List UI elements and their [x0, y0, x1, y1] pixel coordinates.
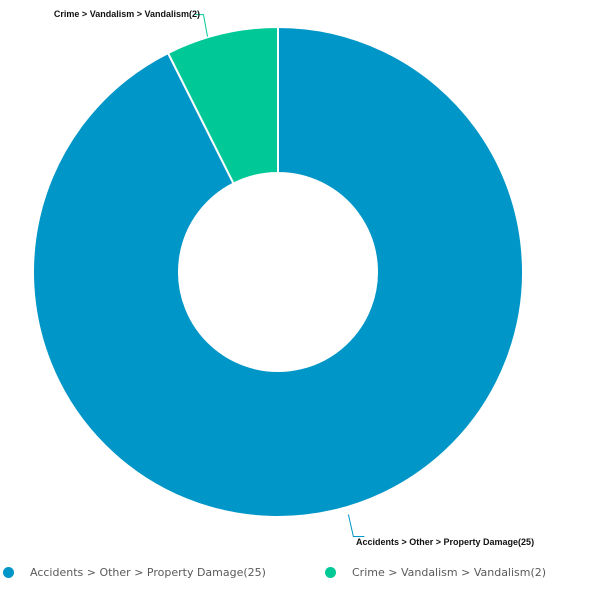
- legend-label-accidents: Accidents > Other > Property Damage(25): [30, 566, 266, 579]
- slice-accidents[interactable]: [32, 25, 524, 518]
- legend-swatch-accidents: [3, 567, 14, 578]
- legend-label-crime: Crime > Vandalism > Vandalism(2): [352, 566, 547, 579]
- leader-line-slice-accidents: [347, 514, 365, 538]
- chart-legend: Accidents > Other > Property Damage(25) …: [0, 566, 595, 588]
- slice-crime[interactable]: [166, 25, 279, 185]
- legend-item-crime[interactable]: Crime > Vandalism > Vandalism(2): [325, 566, 546, 579]
- data-label-slice-crime: Crime > Vandalism > Vandalism(2): [54, 9, 200, 19]
- legend-item-accidents[interactable]: Accidents > Other > Property Damage(25): [3, 566, 266, 579]
- donut-slices: [32, 25, 524, 518]
- leader-lines: [195, 14, 365, 538]
- legend-swatch-crime: [325, 567, 336, 578]
- data-label-slice-accidents: Accidents > Other > Property Damage(25): [356, 537, 534, 547]
- slice-labels: Accidents > Other > Property Damage(25) C…: [54, 9, 534, 547]
- leader-line-slice-crime: [195, 14, 208, 37]
